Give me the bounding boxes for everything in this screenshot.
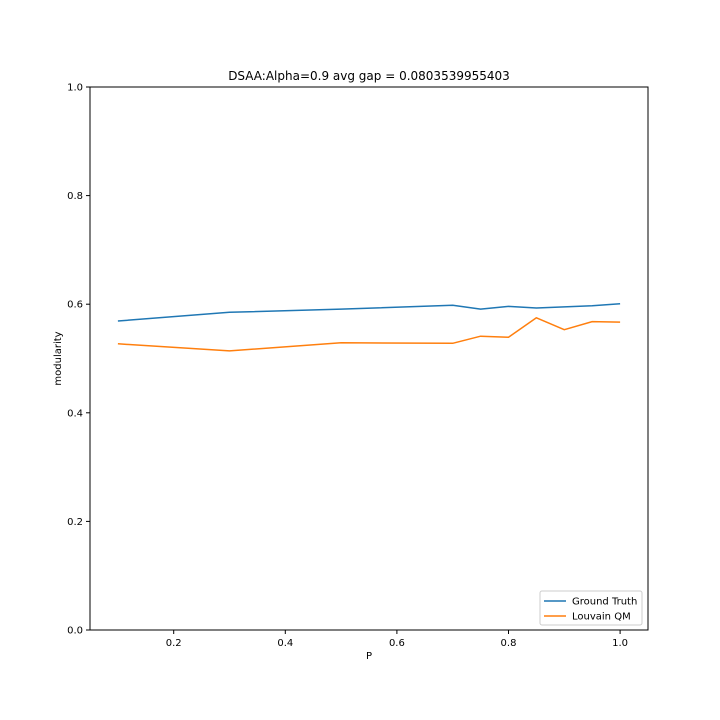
y-tick-label: 0.6 [67, 300, 83, 311]
data-point [480, 335, 482, 337]
data-point [619, 321, 621, 323]
legend: Ground Truth Louvain QM [539, 590, 643, 626]
x-tick-label: 0.6 [389, 638, 405, 649]
y-tick-label: 1.0 [67, 83, 83, 94]
series-line-ground-truth [117, 302, 621, 322]
y-axis-label: modularity [53, 331, 64, 385]
data-point [452, 342, 454, 344]
data-point [480, 308, 482, 310]
legend-items: Ground Truth Louvain QM [544, 597, 637, 623]
y-tick-label: 0.4 [67, 408, 83, 419]
data-point [340, 342, 342, 344]
data-point [536, 317, 538, 319]
x-tick-label: 1.0 [612, 638, 628, 649]
series-layer [117, 302, 621, 352]
x-axis: 0.2 0.4 0.6 0.8 1.0 [166, 630, 628, 649]
y-tick-label: 0.0 [67, 626, 83, 637]
y-axis: 0.0 0.2 0.4 0.6 0.8 1.0 [67, 83, 90, 637]
data-point [117, 320, 119, 322]
data-point [117, 343, 119, 345]
data-point [340, 308, 342, 310]
legend-label: Ground Truth [572, 597, 637, 608]
y-tick-label: 0.2 [67, 517, 83, 528]
data-point [229, 350, 231, 352]
data-point [508, 337, 510, 339]
data-point [452, 304, 454, 306]
data-point [229, 312, 231, 314]
legend-label: Louvain QM [572, 612, 631, 623]
x-tick-label: 0.4 [277, 638, 293, 649]
data-point [508, 306, 510, 308]
x-tick-label: 0.8 [501, 638, 517, 649]
data-point [536, 307, 538, 309]
data-point [564, 306, 566, 308]
x-tick-label: 0.2 [166, 638, 182, 649]
plot-frame [89, 86, 649, 631]
data-point [619, 303, 621, 305]
chart-title: DSAA:Alpha=0.9 avg gap = 0.0803539955403 [228, 69, 510, 83]
data-point [564, 329, 566, 331]
series-line-louvain-qm [117, 317, 621, 352]
y-tick-label: 0.8 [67, 191, 83, 202]
x-axis-label: P [366, 651, 372, 662]
data-point [591, 305, 593, 307]
data-point [591, 321, 593, 323]
plot-area: 0.2 0.4 0.6 0.8 1.0 0.0 0.2 0.4 0.6 0.8 1.0 [67, 83, 649, 649]
